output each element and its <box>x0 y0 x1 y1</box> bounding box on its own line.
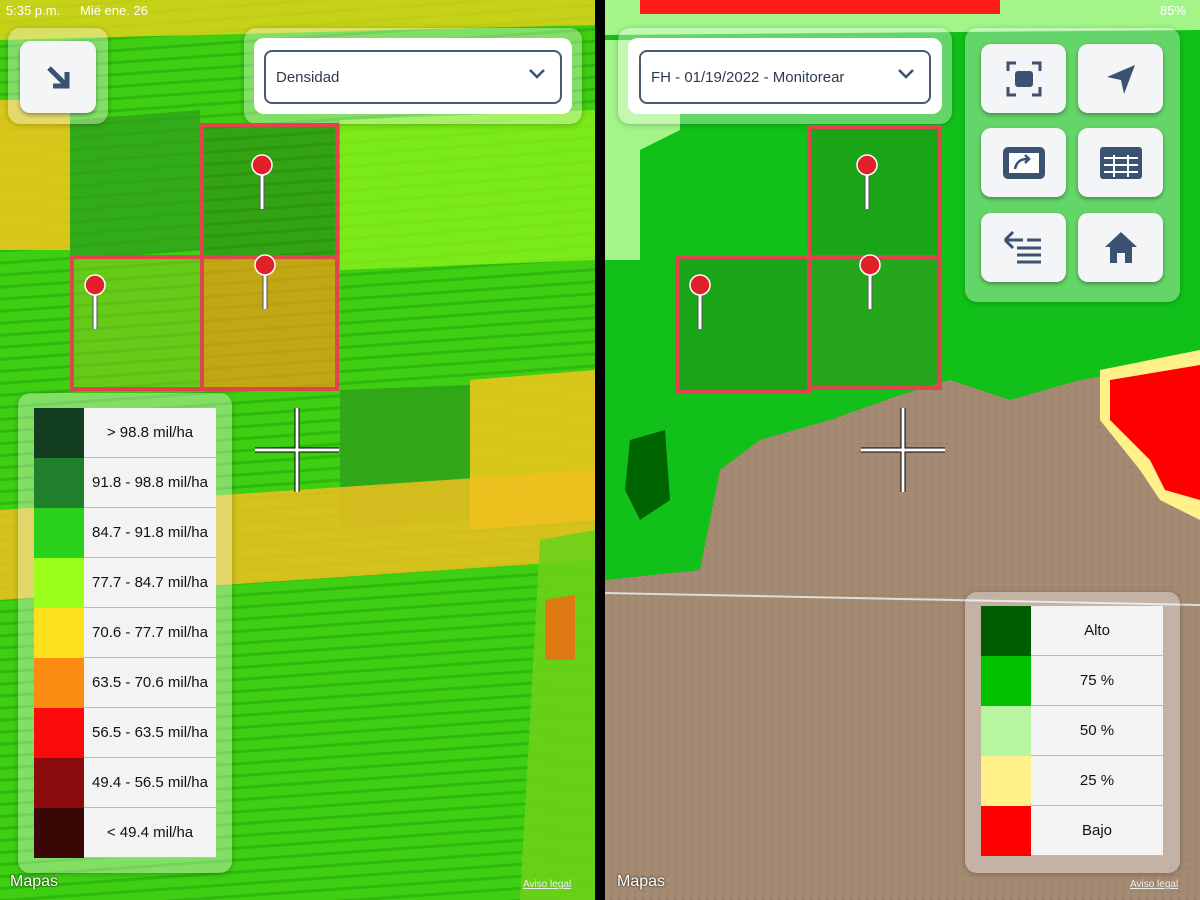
list-icon <box>1003 230 1041 263</box>
legend-swatch <box>981 706 1031 756</box>
crosshair <box>861 408 945 492</box>
legend-row: > 98.8 mil/ha <box>34 408 216 458</box>
legend-swatch <box>34 508 84 558</box>
sample-cell[interactable] <box>675 255 811 394</box>
home-button[interactable] <box>1078 213 1163 282</box>
legend-label: 50 % <box>1031 706 1163 756</box>
legend-label: 25 % <box>1031 756 1163 806</box>
legend-row: Bajo <box>981 806 1163 856</box>
collapse-panel <box>8 28 108 124</box>
legend-swatch <box>34 708 84 758</box>
dropdown-text: Densidad <box>276 68 340 86</box>
legend-row: Alto <box>981 606 1163 656</box>
fit-icon <box>1006 61 1041 96</box>
legal-link[interactable]: Aviso legal <box>523 879 572 890</box>
list-button[interactable] <box>981 213 1066 282</box>
legend-row: < 49.4 mil/ha <box>34 808 216 858</box>
table-button[interactable] <box>1078 128 1163 197</box>
legend-row: 91.8 - 98.8 mil/ha <box>34 458 216 508</box>
legend-swatch <box>981 756 1031 806</box>
legend-swatch <box>34 658 84 708</box>
chevron <box>529 69 545 79</box>
arrow-icon <box>47 66 70 89</box>
sample-cell[interactable] <box>70 255 204 391</box>
sample-cell[interactable] <box>200 123 339 260</box>
legend-row: 63.5 - 70.6 mil/ha <box>34 658 216 708</box>
toolbar-panel <box>965 28 1180 302</box>
swap-icon <box>1002 146 1045 179</box>
dropdown-text: FH - 01/19/2022 - Monitorear <box>651 68 845 86</box>
legend-swatch <box>34 558 84 608</box>
legend-swatch <box>34 458 84 508</box>
legend-row: 49.4 - 56.5 mil/ha <box>34 758 216 808</box>
legend-row: 84.7 - 91.8 mil/ha <box>34 508 216 558</box>
collapse-button[interactable] <box>20 41 96 113</box>
swap-button[interactable] <box>981 128 1066 197</box>
legend-label: > 98.8 mil/ha <box>84 408 216 458</box>
locate-button[interactable] <box>1078 44 1163 113</box>
status-date: Mié ene. 26 <box>80 3 148 18</box>
legend-label: Alto <box>1031 606 1163 656</box>
legend-row: 25 % <box>981 756 1163 806</box>
crosshair <box>255 408 339 492</box>
legend-swatch <box>34 408 84 458</box>
legend-row: 77.7 - 84.7 mil/ha <box>34 558 216 608</box>
legend-swatch <box>34 608 84 658</box>
layer-dropdown[interactable]: Densidad <box>264 50 562 104</box>
legend-row: 75 % <box>981 656 1163 706</box>
legend-row: 50 % <box>981 706 1163 756</box>
legend-label: 70.6 - 77.7 mil/ha <box>84 608 216 658</box>
sample-cell[interactable] <box>200 255 339 391</box>
fit-button[interactable] <box>981 44 1066 113</box>
legend-label: 91.8 - 98.8 mil/ha <box>84 458 216 508</box>
home-icon <box>1104 231 1137 263</box>
date-dropdown[interactable]: FH - 01/19/2022 - Monitorear <box>639 50 931 104</box>
sample-cell[interactable] <box>807 125 942 260</box>
legend-row: 56.5 - 63.5 mil/ha <box>34 708 216 758</box>
legend-swatch <box>981 656 1031 706</box>
chevron <box>898 69 914 79</box>
legend-row: 70.6 - 77.7 mil/ha <box>34 608 216 658</box>
legend-swatch <box>34 758 84 808</box>
legal-link[interactable]: Aviso legal <box>1130 879 1179 890</box>
dropdown-panel: FH - 01/19/2022 - Monitorear <box>618 28 952 124</box>
table-icon <box>1099 146 1142 179</box>
legend-swatch <box>981 806 1031 856</box>
locate-icon <box>1106 64 1135 94</box>
legend-label: 84.7 - 91.8 mil/ha <box>84 508 216 558</box>
legend-label: 63.5 - 70.6 mil/ha <box>84 658 216 708</box>
legend-label: 49.4 - 56.5 mil/ha <box>84 758 216 808</box>
status-time: 5:35 p.m. <box>6 3 61 18</box>
legend-swatch <box>981 606 1031 656</box>
legend-label: 77.7 - 84.7 mil/ha <box>84 558 216 608</box>
legend-swatch <box>34 808 84 858</box>
legend-label: 56.5 - 63.5 mil/ha <box>84 708 216 758</box>
legend-label: 75 % <box>1031 656 1163 706</box>
map-credit: Mapas <box>10 873 59 890</box>
status-battery: 85% <box>1160 3 1187 18</box>
legend-label: < 49.4 mil/ha <box>84 808 216 858</box>
dropdown-panel: Densidad <box>244 28 582 124</box>
map-credit: Mapas <box>617 873 666 890</box>
sample-cell[interactable] <box>807 255 942 390</box>
legend-label: Bajo <box>1031 806 1163 856</box>
